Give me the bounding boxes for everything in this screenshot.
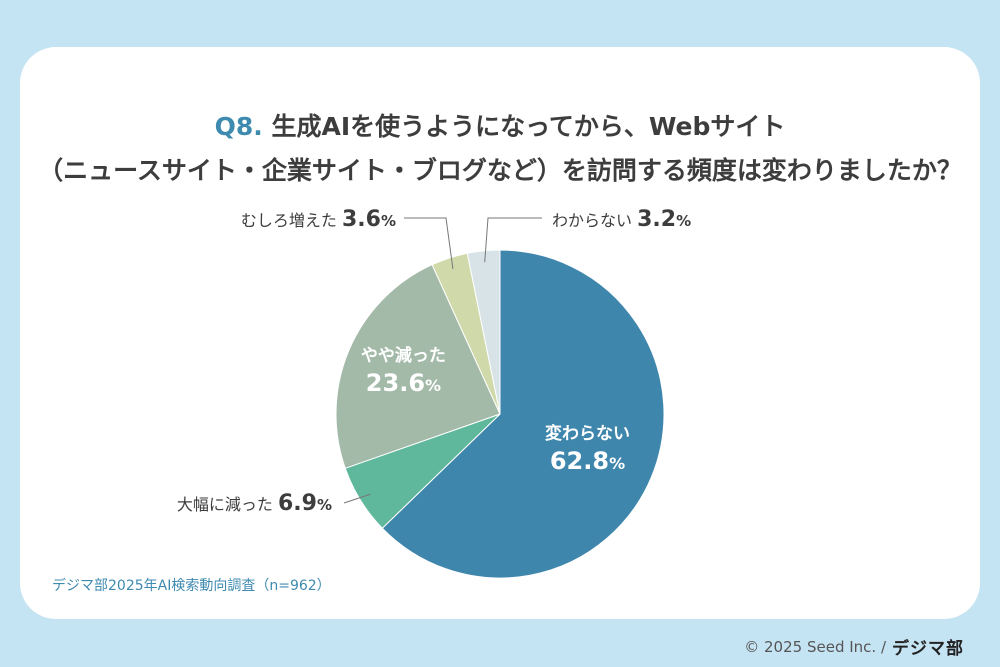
pie-slice-2: [335, 264, 501, 469]
pie-slice-4: [466, 249, 501, 415]
leader-line-3: [404, 217, 454, 269]
slice-label-1: 大幅に減った 6.9%: [177, 491, 332, 516]
source-note: デジマ部2025年AI検索動向調査（n=962）: [52, 578, 331, 594]
slice-value-0: 62.8%: [550, 447, 625, 475]
question-title: Q8. 生成AIを使うようになってから、Webサイト （ニュースサイト・企業サイ…: [0, 105, 1000, 193]
slice-label-4: わからない 3.2%: [552, 207, 691, 232]
brand-logo: デジマ部: [892, 639, 964, 659]
slice-value-2: 23.6%: [366, 369, 441, 397]
slice-label-0: 変わらない: [545, 423, 630, 444]
pie-slice-0: [381, 249, 665, 579]
title-line-2: （ニュースサイト・企業サイト・ブログなど）を訪問する頻度は変わりましたか？: [38, 156, 962, 185]
title-line-1: Q8. 生成AIを使うようになってから、Webサイト: [0, 105, 1000, 149]
copyright-text: © 2025 Seed Inc. /: [744, 637, 886, 656]
leader-line-1: [343, 493, 371, 504]
slice-label-2: やや減った: [361, 345, 446, 366]
title-text-1: 生成AIを使うようになってから、Webサイト: [271, 112, 786, 141]
copyright: © 2025 Seed Inc. / デジマ部: [744, 634, 964, 660]
question-number: Q8.: [214, 112, 263, 141]
slice-label-3: むしろ増えた 3.6%: [241, 207, 396, 232]
leader-line-4: [484, 217, 542, 263]
